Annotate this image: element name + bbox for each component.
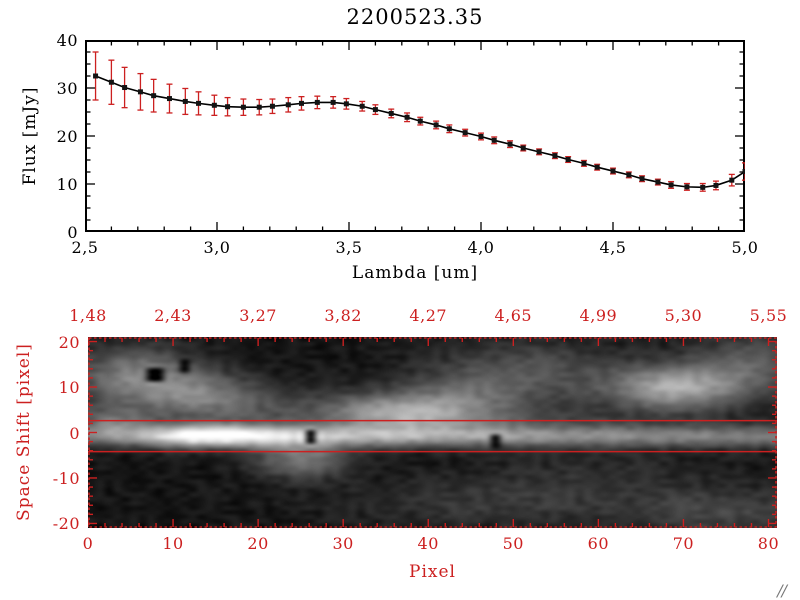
pixel-tick-label: 70	[672, 534, 695, 553]
pixel-tick-label: 60	[587, 534, 610, 553]
pixel-tick-label: 0	[82, 534, 94, 553]
lambda-axis-label: Lambda [um]	[351, 263, 479, 283]
corner-hatch-mark: //	[777, 581, 787, 600]
space-shift-tick-label: 0	[69, 423, 80, 443]
wavelength-tick-label: 4,27	[409, 306, 448, 325]
lambda-tick-label: 2,5	[71, 238, 99, 257]
wavelength-tick-label: 4,65	[494, 306, 533, 325]
lambda-tick-label: 3,0	[203, 238, 231, 257]
space-shift-tick-label: -10	[52, 468, 80, 488]
pixel-tick-label: 20	[247, 534, 269, 553]
wavelength-tick-label: 3,27	[239, 306, 277, 325]
flux-tick-label: 10	[56, 175, 78, 194]
wavelength-tick-label: 4,99	[579, 306, 618, 325]
spectral-image	[88, 337, 777, 528]
plot-frame	[85, 40, 745, 232]
spectrum-line	[95, 75, 745, 189]
pixel-tick-label: 50	[502, 534, 524, 553]
pixel-axis-label: Pixel	[409, 562, 456, 582]
plot-title: 2200523.35	[346, 5, 484, 29]
wavelength-tick-label: 5,55	[749, 306, 788, 325]
flux-tick-label: 0	[67, 223, 78, 242]
axis-ticks	[85, 40, 745, 232]
wavelength-tick-label: 1,48	[69, 306, 107, 325]
spectrum-plot	[85, 40, 745, 232]
wavelength-tick-label: 3,82	[324, 306, 362, 325]
flux-tick-label: 20	[56, 127, 78, 146]
space-shift-tick-label: 10	[58, 378, 80, 398]
space-shift-tick-label: 20	[58, 332, 80, 352]
lambda-tick-label: 5,0	[731, 238, 759, 257]
pixel-tick-label: 10	[162, 534, 184, 553]
pixel-tick-label: 40	[417, 534, 439, 553]
data-markers	[93, 73, 745, 190]
pixel-tick-label: 80	[757, 534, 780, 553]
space-shift-tick-label: -20	[52, 514, 80, 534]
flux-tick-label: 30	[56, 79, 78, 98]
lambda-tick-label: 4,0	[467, 238, 495, 257]
lambda-tick-label: 3,5	[335, 238, 363, 257]
flux-tick-label: 40	[56, 31, 78, 50]
wavelength-tick-label: 2,43	[154, 306, 192, 325]
lambda-tick-label: 4,5	[599, 238, 627, 257]
pixel-tick-label: 30	[332, 534, 354, 553]
wavelength-tick-label: 5,30	[664, 306, 703, 325]
